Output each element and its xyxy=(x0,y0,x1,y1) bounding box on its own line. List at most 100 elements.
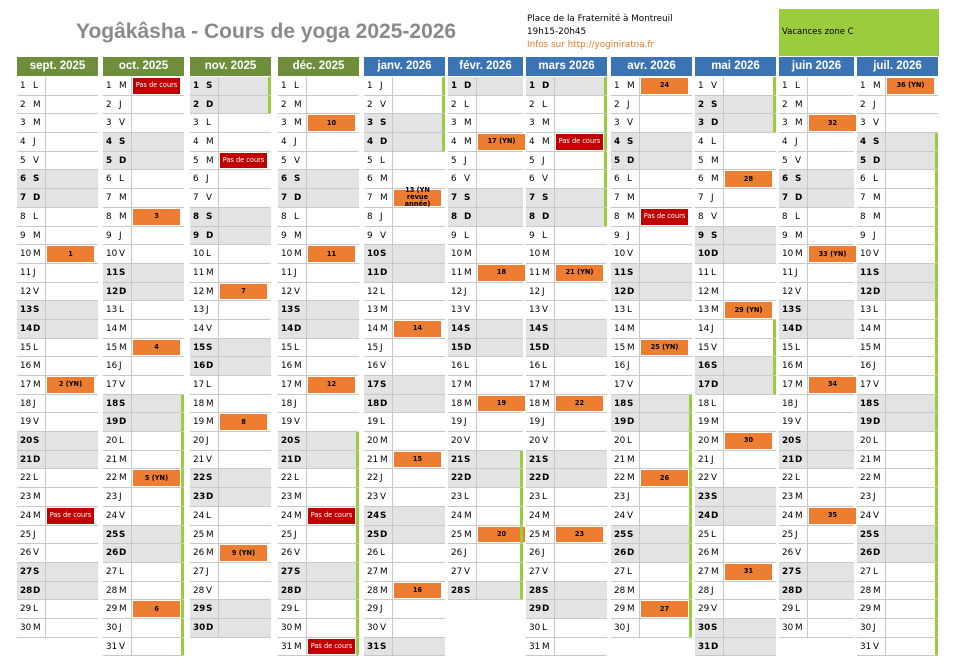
day-number: 5 xyxy=(281,155,287,166)
weekday-letter: S xyxy=(795,566,802,577)
day-number: 8 xyxy=(782,211,788,222)
day-number: 17 xyxy=(529,380,541,390)
day-number: 16 xyxy=(193,361,206,372)
weekday-letter: L xyxy=(542,492,547,503)
weekday-letter: L xyxy=(464,492,469,503)
day-number: 7 xyxy=(860,193,866,204)
day-cell xyxy=(392,562,445,581)
weekday-letter: V xyxy=(380,230,387,241)
day-cell xyxy=(45,77,98,95)
day-row: 14 M xyxy=(611,319,692,339)
day-number: 30 xyxy=(367,622,379,633)
day-cell xyxy=(723,263,776,282)
day-row: 15 V xyxy=(695,338,776,358)
day-number: 20 xyxy=(782,436,795,447)
day-cell xyxy=(885,376,938,394)
weekday-letter: M xyxy=(206,137,214,148)
weekday-letter: M xyxy=(464,510,472,521)
weekday-letter: L xyxy=(380,417,385,428)
day-row: 18 M 22 xyxy=(526,394,607,414)
day-row: 24 V xyxy=(103,506,184,526)
day-cell xyxy=(218,600,271,618)
course-marker: 24 xyxy=(641,78,688,94)
weekday-letter: M xyxy=(119,342,127,353)
day-number: 5 xyxy=(193,155,199,166)
day-cell xyxy=(476,357,523,375)
weekday-letter: L xyxy=(33,473,38,484)
weekday-letter: L xyxy=(873,436,878,447)
day-cell xyxy=(306,357,359,375)
day-number: 3 xyxy=(614,118,620,129)
day-row: 26 V xyxy=(779,544,854,563)
day-row: 31 M Pas de cours xyxy=(278,637,359,657)
day-cell xyxy=(476,319,523,338)
weekday-letter: V xyxy=(380,622,387,633)
day-row: 28 M xyxy=(857,581,938,601)
weekday-letter: M xyxy=(795,361,803,372)
day-cell xyxy=(554,301,607,319)
day-cell xyxy=(639,207,692,226)
day-cell xyxy=(218,95,271,114)
vacation-bar xyxy=(935,637,938,656)
day-row: 11 D xyxy=(364,263,445,283)
day-cell xyxy=(392,506,445,525)
weekday-letter: V xyxy=(119,118,126,129)
day-cell xyxy=(306,544,359,562)
weekday-letter: L xyxy=(464,230,469,241)
day-row: 25 J xyxy=(779,525,854,545)
day-number: 27 xyxy=(451,566,463,577)
month-header: févr. 2026 xyxy=(448,57,523,77)
day-cell xyxy=(476,207,523,226)
weekday-letter: D xyxy=(294,454,302,465)
day-row: 24 L xyxy=(190,506,271,526)
info-link[interactable]: http://yoginiratna.fr xyxy=(567,40,655,50)
day-number: 26 xyxy=(698,548,710,559)
day-cell xyxy=(723,282,776,301)
day-number: 29 xyxy=(614,604,626,615)
weekday-letter: L xyxy=(795,211,800,222)
day-cell xyxy=(723,114,776,133)
day-number: 27 xyxy=(20,566,33,577)
day-cell xyxy=(45,95,98,114)
day-number: 1 xyxy=(529,81,536,91)
day-row: 29 J xyxy=(364,600,445,619)
vacation-bar xyxy=(935,562,938,581)
weekday-letter: V xyxy=(873,249,880,260)
weekday-letter: S xyxy=(119,529,126,540)
day-row: 19 V xyxy=(278,413,359,433)
day-cell xyxy=(392,151,445,170)
day-row: 12 M xyxy=(695,282,776,302)
day-row: 14 M xyxy=(857,319,938,339)
day-number: 15 xyxy=(281,342,293,353)
day-cell xyxy=(306,207,359,226)
weekday-letter: S xyxy=(542,454,549,465)
day-number: 20 xyxy=(529,436,541,447)
day-cell xyxy=(131,394,184,413)
day-number: 27 xyxy=(367,566,379,577)
day-row: 1 M Pas de cours xyxy=(103,77,184,96)
weekday-letter: S xyxy=(33,436,40,447)
day-row: 27 L xyxy=(103,562,184,582)
day-number: 22 xyxy=(529,473,542,484)
day-cell xyxy=(554,338,607,357)
day-cell xyxy=(45,488,98,506)
day-number: 21 xyxy=(614,454,626,465)
month-column: sept. 2025 1 L 2 M 3 M 4 J 5 V 6 S 7 D 8 L 9 M 10 M 1 11 J 12 V 13… xyxy=(17,57,98,638)
weekday-letter: D xyxy=(380,137,388,148)
day-row: 12 D xyxy=(611,282,692,302)
day-cell xyxy=(476,506,523,525)
vacation-legend: Vacances zone C xyxy=(779,9,939,56)
day-number: 20 xyxy=(367,436,379,447)
day-cell xyxy=(807,319,854,338)
day-row: 21 J xyxy=(695,450,776,470)
weekday-letter: L xyxy=(119,174,124,185)
day-cell xyxy=(807,544,854,562)
day-row: 6 M 28 xyxy=(695,170,776,190)
day-cell xyxy=(306,413,359,432)
day-row: 10 V xyxy=(857,245,938,264)
day-row: 29 V xyxy=(695,600,776,619)
